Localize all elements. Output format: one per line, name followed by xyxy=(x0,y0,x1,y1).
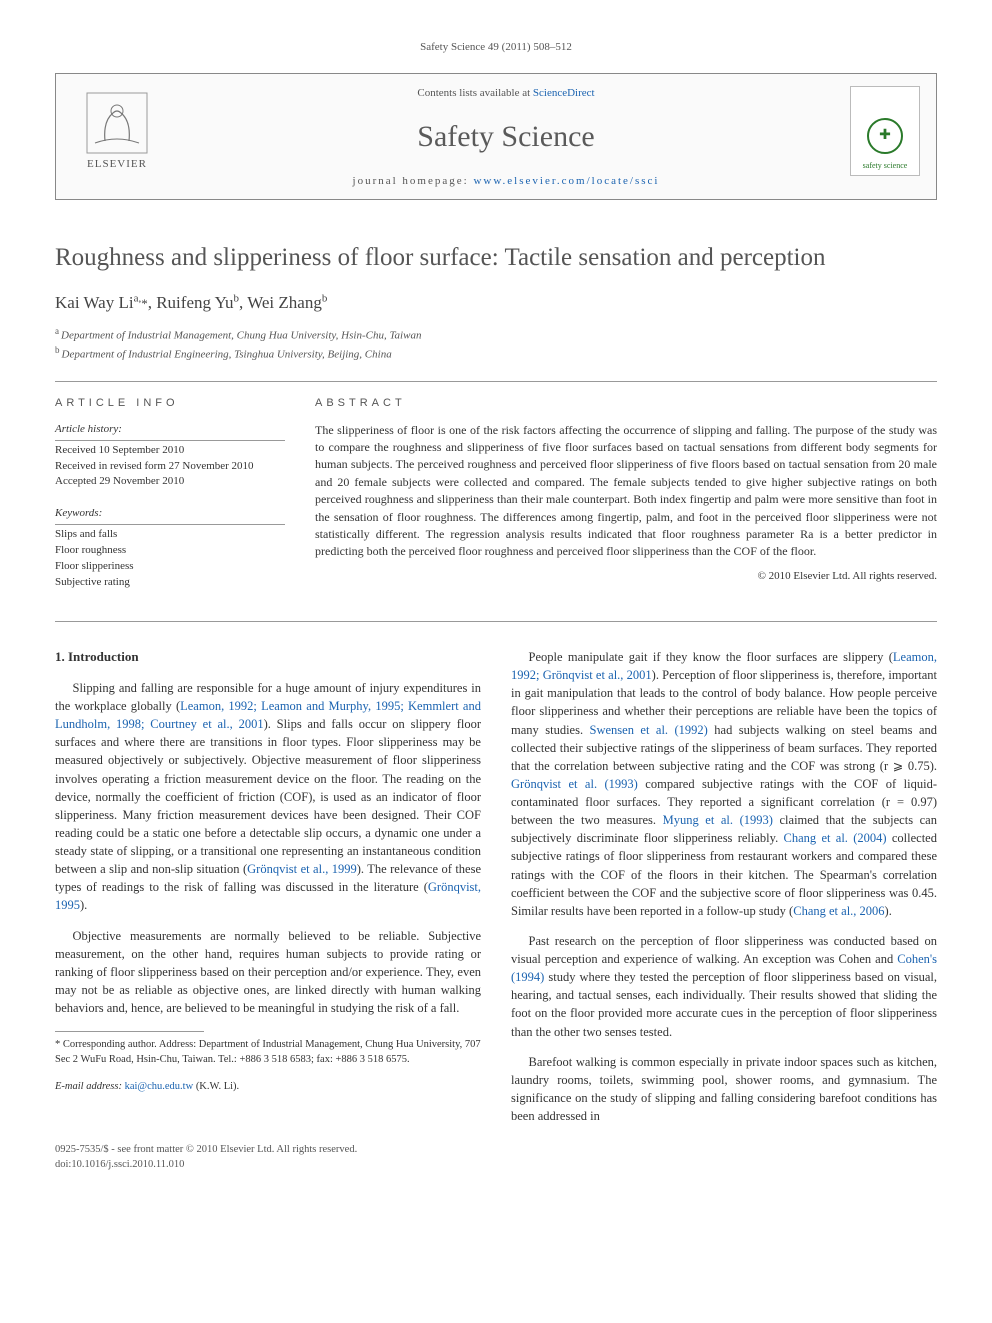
body-paragraph: Barefoot walking is common especially in… xyxy=(511,1053,937,1126)
journal-homepage-line: journal homepage: www.elsevier.com/locat… xyxy=(172,174,840,189)
abstract-copyright: © 2010 Elsevier Ltd. All rights reserved… xyxy=(315,569,937,584)
running-header: Safety Science 49 (2011) 508–512 xyxy=(55,40,937,55)
citation-link[interactable]: Chang et al. (2004) xyxy=(784,831,887,845)
safety-icon: ✚ xyxy=(867,118,903,154)
elsevier-logo: ELSEVIER xyxy=(72,86,162,176)
contents-available-line: Contents lists available at ScienceDirec… xyxy=(172,86,840,101)
revised-date: Received in revised form 27 November 201… xyxy=(55,459,285,475)
citation-link[interactable]: Grönqvist et al., 1999 xyxy=(247,862,357,876)
body-paragraph: Slipping and falling are responsible for… xyxy=(55,679,481,915)
author-1: Kai Way Li xyxy=(55,293,134,312)
article-body: 1. Introduction Slipping and falling are… xyxy=(55,648,937,1125)
journal-title: Safety Science xyxy=(172,116,840,158)
citation-link[interactable]: Swensen et al. (1992) xyxy=(590,723,708,737)
doi-line: doi:10.1016/j.ssci.2010.11.010 xyxy=(55,1158,937,1173)
abstract-heading: ABSTRACT xyxy=(315,396,937,411)
footnote-separator xyxy=(55,1031,204,1032)
corresponding-author-footnote: * Corresponding author. Address: Departm… xyxy=(55,1038,481,1067)
page-footer: 0925-7535/$ - see front matter © 2010 El… xyxy=(55,1143,937,1172)
email-link[interactable]: kai@chu.edu.tw xyxy=(125,1081,194,1092)
author-3: Wei Zhang xyxy=(247,293,322,312)
article-title: Roughness and slipperiness of floor surf… xyxy=(55,240,937,275)
keyword: Floor slipperiness xyxy=(55,559,285,575)
citation-link[interactable]: Chang et al., 2006 xyxy=(793,904,884,918)
article-info-heading: ARTICLE INFO xyxy=(55,396,285,411)
affiliations: aDepartment of Industrial Management, Ch… xyxy=(55,325,937,363)
section-heading-intro: 1. Introduction xyxy=(55,648,481,667)
publisher-name: ELSEVIER xyxy=(87,157,147,172)
citation-link[interactable]: Grönqvist et al. (1993) xyxy=(511,777,638,791)
article-info-column: ARTICLE INFO Article history: Received 1… xyxy=(55,396,285,607)
divider xyxy=(55,621,937,622)
abstract-text: The slipperiness of floor is one of the … xyxy=(315,422,937,561)
article-history-label: Article history: xyxy=(55,422,285,441)
journal-cover-thumbnail: ✚ safety science xyxy=(850,86,920,176)
body-paragraph: Past research on the perception of floor… xyxy=(511,932,937,1041)
citation-link[interactable]: Myung et al. (1993) xyxy=(663,813,773,827)
journal-homepage-link[interactable]: www.elsevier.com/locate/ssci xyxy=(473,175,659,187)
author-list: Kai Way Lia,*, Ruifeng Yub, Wei Zhangb xyxy=(55,291,937,315)
body-paragraph: Objective measurements are normally beli… xyxy=(55,927,481,1018)
received-date: Received 10 September 2010 xyxy=(55,443,285,459)
sciencedirect-link[interactable]: ScienceDirect xyxy=(533,87,595,99)
keywords-label: Keywords: xyxy=(55,506,285,525)
keyword: Floor roughness xyxy=(55,543,285,559)
body-paragraph: People manipulate gait if they know the … xyxy=(511,648,937,920)
journal-masthead: ELSEVIER Contents lists available at Sci… xyxy=(55,73,937,200)
divider xyxy=(55,381,937,382)
front-matter-line: 0925-7535/$ - see front matter © 2010 El… xyxy=(55,1143,937,1158)
keyword: Slips and falls xyxy=(55,527,285,543)
abstract-column: ABSTRACT The slipperiness of floor is on… xyxy=(315,396,937,607)
email-footnote: E-mail address: kai@chu.edu.tw (K.W. Li)… xyxy=(55,1080,481,1095)
author-2: Ruifeng Yu xyxy=(156,293,233,312)
accepted-date: Accepted 29 November 2010 xyxy=(55,474,285,490)
keyword: Subjective rating xyxy=(55,575,285,591)
